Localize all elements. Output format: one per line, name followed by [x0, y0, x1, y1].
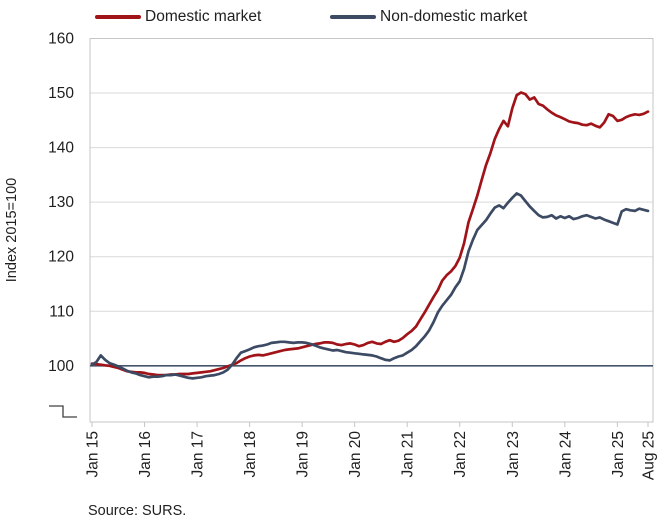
y-tick-label-120: 120: [48, 249, 74, 266]
chart-legend: Domestic market Non-domestic market: [0, 7, 667, 27]
x-tick-label: Jan 24: [557, 431, 574, 478]
legend-label-domestic: Domestic market: [145, 8, 262, 25]
y-tick-label-110: 110: [49, 303, 74, 320]
x-tick-label: Jan 15: [85, 431, 102, 478]
x-tick-label: Jan 17: [190, 431, 207, 478]
legend-item-non-domestic: Non-domestic market: [330, 7, 527, 27]
y-tick-label-150: 150: [48, 85, 74, 102]
plot-frame: [89, 38, 654, 423]
axis-break-icon: [49, 405, 77, 418]
x-tick-label: Jan 25: [610, 431, 627, 478]
x-tick-label: Jan 23: [505, 431, 522, 478]
x-tick-label: Aug 25: [641, 431, 658, 480]
x-tick-label: Jan 22: [452, 431, 469, 478]
x-tick-label: Jan 21: [400, 431, 417, 478]
y-tick-label-130: 130: [48, 194, 74, 211]
x-tick-label: Jan 16: [137, 431, 154, 478]
y-tick-label-140: 140: [48, 140, 74, 157]
legend-label-non-domestic: Non-domestic market: [380, 8, 528, 25]
y-tick-label-160: 160: [48, 31, 74, 48]
y-tick-label-100: 100: [48, 358, 74, 375]
series-line-domestic: [90, 91, 650, 377]
legend-item-domestic: Domestic market: [95, 7, 261, 27]
x-tick-label: Jan 20: [347, 431, 364, 478]
series-line-non-domestic: [90, 192, 650, 380]
x-tick-label: Jan 19: [295, 431, 312, 478]
x-tick-label: Jan 18: [242, 431, 259, 478]
source-note: Source: SURS.: [88, 503, 187, 519]
legend-line-swatch-domestic: [95, 15, 141, 19]
legend-line-swatch-non-domestic: [330, 15, 376, 19]
